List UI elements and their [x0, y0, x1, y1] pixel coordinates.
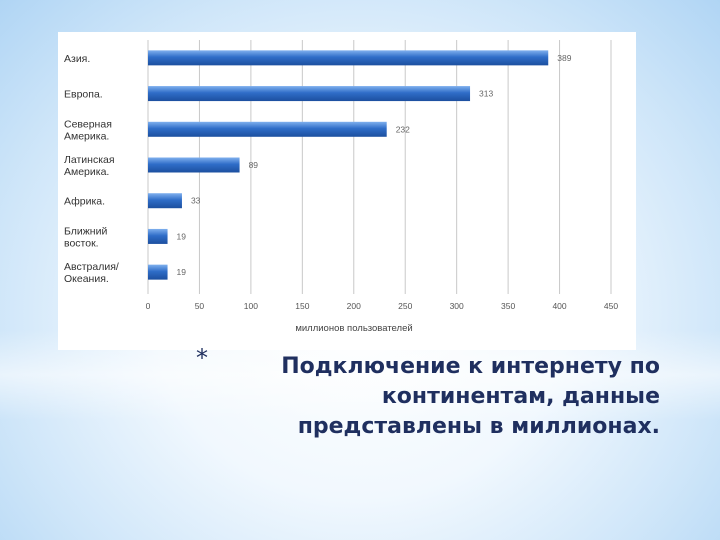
value-label: 313	[479, 89, 493, 99]
value-label: 33	[191, 196, 201, 206]
caption-bullet: *	[196, 344, 208, 372]
x-tick-label: 50	[195, 301, 205, 311]
category-label: Океания.	[64, 273, 109, 285]
category-label: Америка.	[64, 166, 109, 178]
x-tick-label: 450	[604, 301, 618, 311]
chart-panel: 0 50 100 150 200 250 300 350 400 450 389 Азия. 313 Ев…	[58, 32, 636, 350]
x-tick-label: 200	[347, 301, 361, 311]
category-label: Северная	[64, 118, 112, 130]
x-tick-label: 100	[244, 301, 258, 311]
caption-line: представлены в миллионах.	[297, 414, 660, 439]
x-tick-label: 350	[501, 301, 515, 311]
category-label: Азия.	[64, 53, 90, 65]
value-label: 19	[177, 231, 187, 241]
category-label: Ближний	[64, 225, 107, 237]
bar	[148, 86, 471, 102]
bar	[148, 121, 387, 137]
bar	[148, 264, 168, 280]
value-label: 19	[177, 267, 187, 277]
caption-line: континентам, данные	[381, 384, 660, 409]
caption-line: Подключение к интернету по	[281, 354, 660, 379]
x-tick-label: 300	[450, 301, 464, 311]
category-label: Латинская	[64, 154, 115, 166]
labels: 0 50 100 150 200 250 300 350 400 450 389 Азия. 313 Ев…	[64, 53, 618, 311]
slide-caption: Подключение к интернету по континентам, …	[190, 352, 660, 442]
value-label: 389	[557, 53, 571, 63]
bar	[148, 228, 168, 244]
bar	[148, 50, 549, 66]
x-axis-title: миллионов пользователей	[295, 323, 412, 334]
bar	[148, 193, 182, 209]
category-label: Африка.	[64, 196, 105, 208]
value-label: 232	[396, 124, 410, 134]
x-tick-label: 400	[552, 301, 566, 311]
x-tick-label: 250	[398, 301, 412, 311]
category-label: Европа.	[64, 89, 103, 101]
bar-chart: 0 50 100 150 200 250 300 350 400 450 389 Азия. 313 Ев…	[64, 40, 618, 334]
x-tick-label: 150	[295, 301, 309, 311]
category-label: восток.	[64, 237, 99, 249]
category-label: Австралия/	[64, 261, 119, 273]
value-label: 89	[249, 160, 259, 170]
bar	[148, 157, 240, 173]
bars	[148, 50, 549, 280]
x-tick-label: 0	[146, 301, 151, 311]
category-label: Америка.	[64, 130, 109, 142]
